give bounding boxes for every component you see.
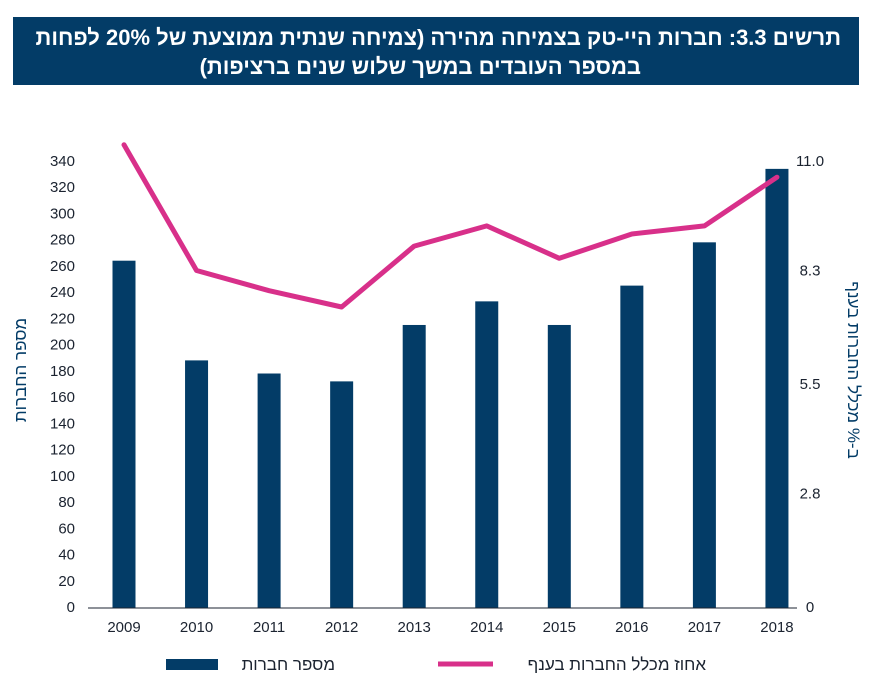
left-tick-label: 180 [50,363,75,380]
right-tick-label: 5.5 [800,376,821,393]
legend-bar-swatch [166,659,218,670]
chart-title-line1: תרשים 3.3: חברות היי-טק בצמיחה מהירה (צמ… [35,25,841,50]
x-tick-label: 2017 [688,619,721,636]
bar-2011 [257,373,281,608]
left-tick-label: 160 [50,389,75,406]
bar-2012 [330,381,354,608]
left-tick-label: 40 [58,547,75,564]
legend-bar-label: מספר חברות [242,655,335,674]
left-tick-label: 240 [50,284,75,301]
legend-line-label: אחוז מכלל החברות בענף [528,655,707,674]
left-tick-label: 260 [50,258,75,275]
left-tick-label: 300 [50,205,75,222]
bar-2015 [547,324,571,608]
bar-2018 [765,168,789,608]
left-axis-title: מספר החברות [11,318,30,422]
legend: מספר חברות אחוז מכלל החברות בענף [166,655,706,674]
x-tick-label: 2016 [615,619,648,636]
bar-2016 [620,285,644,608]
left-tick-label: 140 [50,415,75,432]
x-tick-label: 2018 [760,619,793,636]
left-tick-label: 200 [50,337,75,354]
x-tick-label: 2012 [325,619,358,636]
x-tick-label: 2013 [398,619,431,636]
right-tick-label: 0 [806,599,814,616]
left-tick-label: 280 [50,232,75,249]
x-tick-label: 2014 [470,619,503,636]
left-tick-label: 340 [50,153,75,170]
percent-line-series [121,142,780,310]
bar-2014 [475,301,499,608]
right-tick-label: 8.3 [800,262,821,279]
left-tick-label: 0 [67,599,75,616]
x-tick-label: 2010 [180,619,213,636]
bar-2010 [185,360,209,608]
left-tick-label: 20 [58,573,75,590]
left-tick-label: 60 [58,520,75,537]
right-tick-label: 2.8 [800,485,821,502]
bar-2013 [402,324,426,608]
left-tick-label: 80 [58,494,75,511]
right-tick-label: 11.0 [796,153,824,170]
left-tick-label: 120 [50,442,75,459]
left-tick-label: 100 [50,468,75,485]
chart-title-bar: תרשים 3.3: חברות היי-טק בצמיחה מהירה (צמ… [13,17,859,85]
bar-2017 [692,242,716,608]
chart-title-line2: במספר העובדים במשך שלוש שנים ברציפות) [199,54,641,79]
left-tick-label: 220 [50,310,75,327]
x-tick-label: 2015 [543,619,576,636]
x-tick-label: 2009 [107,619,140,636]
bar-2009 [112,260,136,608]
left-tick-label: 320 [50,179,75,196]
x-tick-label: 2011 [253,619,285,636]
right-axis-title: ב-% מכלל החברות בענף [844,281,863,459]
